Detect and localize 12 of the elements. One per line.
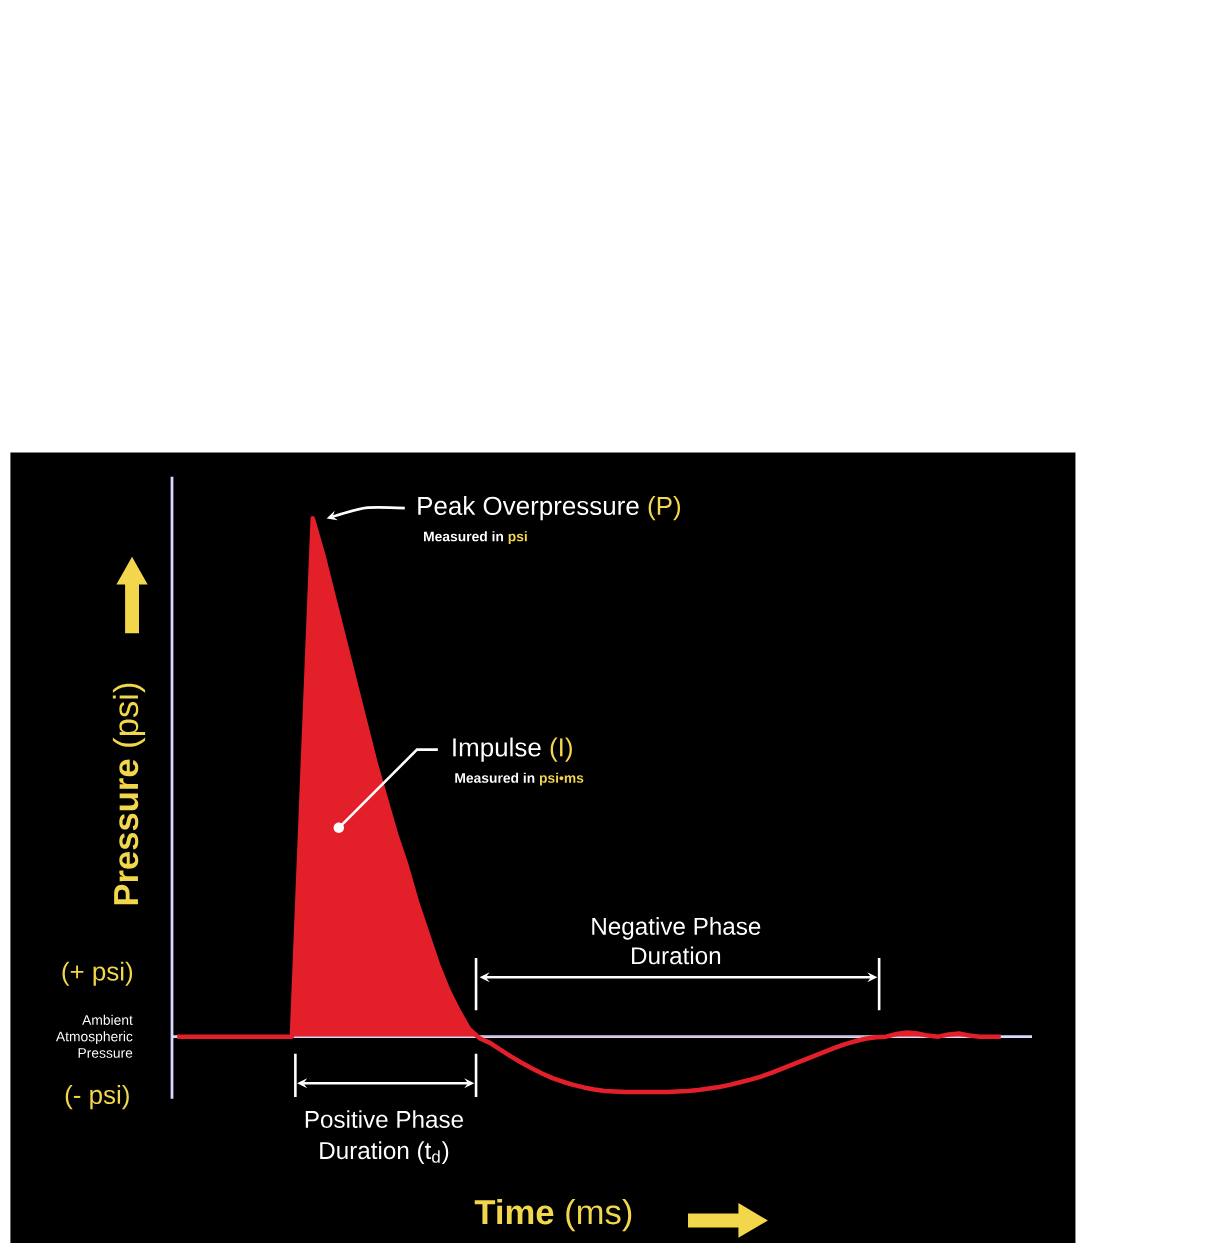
text: (- psi) [65,1085,129,1110]
annotation: Impulse [453,737,541,762]
annotation: (P) [648,496,681,521]
annotation: Duration [632,946,721,965]
x-axis-title: Time (ms) [474,1199,632,1232]
annotation: Peak Overpressure [418,496,639,521]
annotation: Negative Phase [592,917,761,940]
text: Positive Phase [305,1110,464,1128]
y-axis-title: Pressure (psi) [113,683,146,905]
text: (+ psi) [62,961,133,986]
annotation: (I) [550,737,573,762]
text: Duration (t$_{d}$) [320,1141,449,1164]
